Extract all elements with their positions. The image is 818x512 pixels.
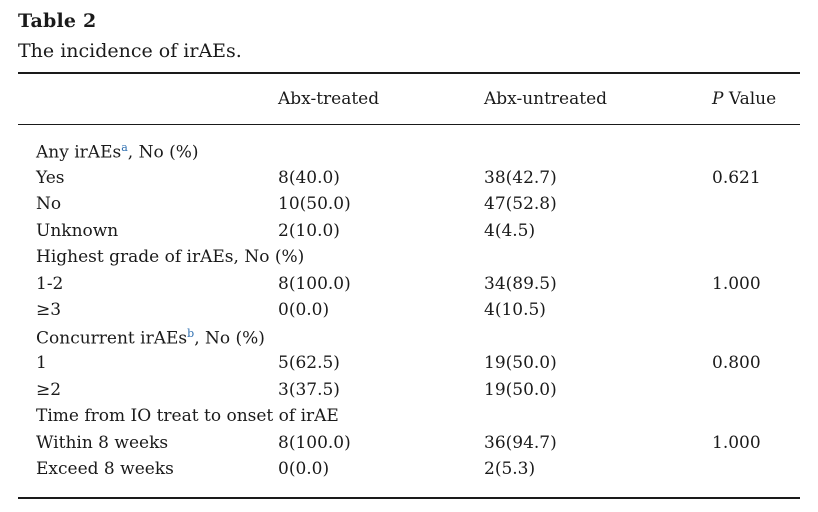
abx-untreated-value: 4(10.5) xyxy=(484,300,546,320)
table-label: Table 2 xyxy=(18,10,97,32)
row-label: Exceed 8 weeks xyxy=(36,459,174,479)
abx-untreated-value: 38(42.7) xyxy=(484,167,557,188)
table-row: Within 8 weeks 8(100.0) 36(94.7) 1.000 xyxy=(0,433,818,459)
table-title: The incidence of irAEs. xyxy=(18,40,242,62)
row-label-text: Time from IO treat to onset of irAE xyxy=(36,406,339,426)
header-rule xyxy=(18,124,800,125)
row-label-text: ≥3 xyxy=(36,300,62,320)
row-label: Time from IO treat to onset of irAE xyxy=(36,406,339,426)
row-label: 1 xyxy=(36,353,47,373)
table-row: ≥3 0(0.0) 4(10.5) xyxy=(0,300,818,326)
row-label: ≥2 xyxy=(36,380,61,400)
p-value: 0.800 xyxy=(712,353,761,373)
row-label-text: ≥2 xyxy=(36,379,62,400)
table-row: Concurrent irAEsb, No (%) xyxy=(0,327,818,353)
table-row: 1 5(62.5) 19(50.0) 0.800 xyxy=(0,353,818,379)
abx-treated-value: 0(0.0) xyxy=(278,459,330,479)
row-label-text: Exceed 8 weeks xyxy=(36,459,174,479)
table-row: ≥2 3(37.5) 19(50.0) xyxy=(0,380,818,406)
abx-untreated-value: 34(89.5) xyxy=(484,273,557,294)
row-label: No xyxy=(36,194,61,214)
header-abx-treated: Abx-treated xyxy=(278,89,380,109)
table-row: No 10(50.0) 47(52.8) xyxy=(0,194,818,220)
abx-untreated-value: 47(52.8) xyxy=(484,194,557,214)
abx-treated-value: 3(37.5) xyxy=(278,379,340,400)
abx-untreated-value: 19(50.0) xyxy=(484,379,557,400)
row-label: Any irAEsa, No (%) xyxy=(36,141,199,163)
row-label: ≥3 xyxy=(36,300,61,320)
header-p-italic: P xyxy=(712,89,724,109)
abx-treated-value: 0(0.0) xyxy=(278,300,330,320)
abx-untreated-value: 36(94.7) xyxy=(484,432,557,453)
row-label: 1-2 xyxy=(36,274,63,294)
header-p-rest: Value xyxy=(723,89,777,109)
top-rule xyxy=(18,72,800,74)
row-label: Within 8 weeks xyxy=(36,433,168,453)
table-row: Time from IO treat to onset of irAE xyxy=(0,406,818,432)
row-label-text: 1-2 xyxy=(36,273,64,294)
table-row: Exceed 8 weeks 0(0.0) 2(5.3) xyxy=(0,459,818,485)
abx-treated-value: 10(50.0) xyxy=(278,194,351,214)
row-label-suffix: , No (%) xyxy=(127,142,199,163)
row-label-text: Within 8 weeks xyxy=(36,432,169,453)
row-label: Unknown xyxy=(36,221,118,241)
table-row: Any irAEsa, No (%) xyxy=(0,141,818,167)
table-row: Unknown 2(10.0) 4(4.5) xyxy=(0,221,818,247)
abx-untreated-value: 2(5.3) xyxy=(484,459,536,479)
table-row: Highest grade of irAEs, No (%) xyxy=(0,247,818,273)
abx-treated-value: 8(40.0) xyxy=(278,167,340,188)
footnote-marker[interactable]: b xyxy=(187,326,195,340)
row-label-text: No xyxy=(36,194,62,214)
row-label-text: Yes xyxy=(36,167,65,188)
row-label-text: Concurrent irAEs xyxy=(36,328,188,349)
row-label: Yes xyxy=(36,168,65,188)
row-label-text: 1 xyxy=(36,353,47,373)
row-label: Concurrent irAEsb, No (%) xyxy=(36,327,265,349)
table-row: 1-2 8(100.0) 34(89.5) 1.000 xyxy=(0,274,818,300)
p-value: 0.621 xyxy=(712,167,761,188)
abx-untreated-value: 19(50.0) xyxy=(484,353,557,373)
abx-treated-value: 8(100.0) xyxy=(278,432,351,453)
row-label-text: Unknown xyxy=(36,220,119,241)
p-value: 1.000 xyxy=(712,273,761,294)
row-label-suffix: , No (%) xyxy=(194,328,265,349)
abx-untreated-value: 4(4.5) xyxy=(484,220,536,241)
abx-treated-value: 5(62.5) xyxy=(278,353,340,373)
abx-treated-value: 8(100.0) xyxy=(278,273,351,294)
row-label-text: Highest grade of irAEs, No (%) xyxy=(36,247,305,267)
bottom-rule xyxy=(18,497,800,499)
footnote-marker[interactable]: a xyxy=(121,141,128,154)
header-p-value: P Value xyxy=(712,89,776,109)
table-row: Yes 8(40.0) 38(42.7) 0.621 xyxy=(0,168,818,194)
row-label-text: Any irAEs xyxy=(36,142,122,163)
p-value: 1.000 xyxy=(712,432,761,453)
abx-treated-value: 2(10.0) xyxy=(278,220,340,241)
row-label: Highest grade of irAEs, No (%) xyxy=(36,247,304,267)
header-abx-untreated: Abx-untreated xyxy=(484,89,608,109)
